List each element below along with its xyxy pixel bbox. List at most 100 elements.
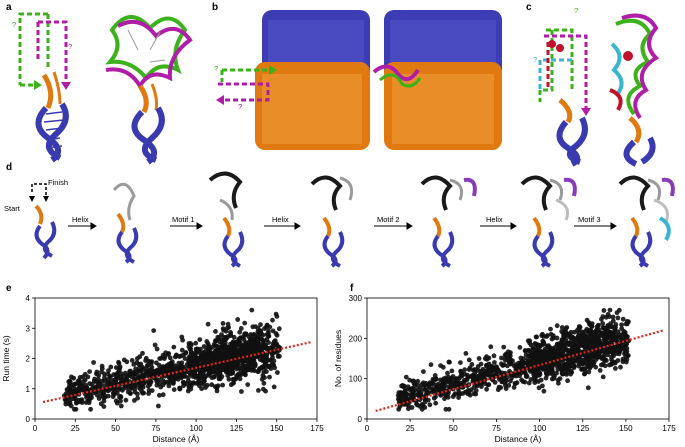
scatter-point xyxy=(138,381,143,386)
scatter-point xyxy=(608,321,613,327)
scatter-point xyxy=(495,367,501,373)
scatter-point xyxy=(416,390,422,396)
scatter-point xyxy=(619,322,624,328)
scatter-point xyxy=(469,373,475,379)
scatter-point xyxy=(204,347,209,353)
scatter-point xyxy=(605,334,611,340)
scatter-point xyxy=(501,362,507,368)
scatter-point xyxy=(469,362,475,367)
scatter-point xyxy=(600,321,606,326)
scatter-point xyxy=(220,321,226,326)
y-tick-label: 3 xyxy=(26,324,31,333)
scatter-point xyxy=(536,385,542,391)
scatter-point xyxy=(624,346,630,351)
x-tick-label: 125 xyxy=(576,424,590,433)
scatter-point xyxy=(503,386,509,391)
scatter-point xyxy=(504,351,509,357)
scatter-point xyxy=(250,324,256,330)
scatter-point xyxy=(64,387,70,392)
x-tick-label: 0 xyxy=(365,424,370,433)
scatter-point xyxy=(216,335,222,340)
scatter-point xyxy=(273,311,279,317)
pipeline-stage-structures xyxy=(112,171,675,268)
scatter-point xyxy=(532,375,538,381)
scatter-point xyxy=(211,374,217,380)
scatter-point xyxy=(214,388,220,394)
scatter-point xyxy=(507,355,513,361)
scatter-point xyxy=(623,350,629,356)
scatter-point xyxy=(617,332,622,338)
scatter-point xyxy=(475,367,480,373)
scatter-point xyxy=(421,369,426,374)
scatter-point xyxy=(415,378,421,384)
scatter-point xyxy=(486,361,492,367)
scatter-point xyxy=(152,342,158,348)
scatter-point xyxy=(140,350,145,356)
x-tick-label: 25 xyxy=(71,424,80,433)
scatter-point xyxy=(177,386,183,392)
scatter-point xyxy=(491,353,497,359)
scatter-point xyxy=(88,406,93,412)
scatter-point xyxy=(445,370,450,376)
scatter-point xyxy=(546,355,552,360)
scatter-point xyxy=(201,375,207,381)
scatter-point xyxy=(535,352,541,357)
scatter-point xyxy=(138,361,144,367)
scatter-point xyxy=(154,382,160,388)
scatter-point xyxy=(601,337,607,342)
scatter-point xyxy=(419,406,425,412)
plot-frame xyxy=(366,297,670,420)
scatter-point xyxy=(77,385,82,391)
pipeline-finish-label: Finish xyxy=(48,178,69,187)
scatter-point xyxy=(487,367,492,373)
scatter-point xyxy=(568,371,573,377)
scatter-point xyxy=(462,367,468,373)
scatter-point xyxy=(209,382,215,388)
scatter-point xyxy=(196,348,202,354)
scatter-point xyxy=(532,360,538,366)
scatter-point xyxy=(508,361,513,366)
scatter-point xyxy=(427,402,433,408)
x-tick-label: 75 xyxy=(492,424,501,433)
scatter-point xyxy=(252,363,258,369)
scatter-point xyxy=(69,383,74,389)
scatter-point xyxy=(154,346,160,352)
scatter-point xyxy=(221,327,227,333)
scatter-point xyxy=(620,316,626,322)
scatter-point xyxy=(261,380,267,386)
scatter-point xyxy=(214,351,220,357)
question-mark-a-green: ? xyxy=(12,20,17,29)
scatter-point xyxy=(261,369,267,375)
x-tick-label: 125 xyxy=(230,424,244,433)
scatter-point xyxy=(152,368,158,374)
scatter-point xyxy=(178,373,183,379)
scatter-point xyxy=(242,320,248,326)
scatter-point xyxy=(540,331,545,337)
scatter-point xyxy=(171,387,177,392)
scatter-point xyxy=(624,334,630,340)
scatter-point xyxy=(266,340,271,345)
scatter-point xyxy=(621,328,627,334)
scatter-point xyxy=(223,344,228,350)
scatter-point xyxy=(68,388,73,394)
scatter-point xyxy=(188,371,194,377)
scatter-point xyxy=(585,385,591,391)
scatter-point xyxy=(266,331,271,336)
scatter-point xyxy=(201,369,206,375)
x-tick-label: 150 xyxy=(619,424,633,433)
scatter-point xyxy=(548,326,553,332)
scatter-point xyxy=(170,367,176,373)
scatter-point xyxy=(242,358,248,364)
scatter-point xyxy=(220,382,226,388)
scatter-point xyxy=(410,393,416,398)
scatter-point xyxy=(452,392,457,397)
scatter-point xyxy=(186,341,192,346)
scatter-point xyxy=(199,350,205,356)
scatter-point xyxy=(475,364,481,369)
scatter-point xyxy=(145,383,151,389)
scatter-point xyxy=(208,367,214,373)
scatter-point xyxy=(217,339,222,345)
scatter-point xyxy=(141,390,147,396)
scatter-point xyxy=(200,356,206,362)
scatter-point xyxy=(578,334,584,340)
